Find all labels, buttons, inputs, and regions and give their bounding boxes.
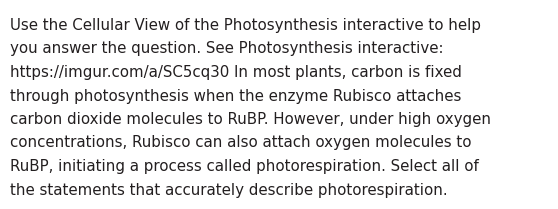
- Text: through photosynthesis when the enzyme Rubisco attaches: through photosynthesis when the enzyme R…: [10, 88, 461, 103]
- Text: RuBP, initiating a process called photorespiration. Select all of: RuBP, initiating a process called photor…: [10, 159, 479, 174]
- Text: you answer the question. See Photosynthesis interactive:: you answer the question. See Photosynthe…: [10, 42, 444, 56]
- Text: https://imgur.com/a/SC5cq30 In most plants, carbon is fixed: https://imgur.com/a/SC5cq30 In most plan…: [10, 65, 462, 80]
- Text: concentrations, Rubisco can also attach oxygen molecules to: concentrations, Rubisco can also attach …: [10, 135, 472, 150]
- Text: the statements that accurately describe photorespiration.: the statements that accurately describe …: [10, 182, 448, 198]
- Text: carbon dioxide molecules to RuBP. However, under high oxygen: carbon dioxide molecules to RuBP. Howeve…: [10, 112, 491, 127]
- Text: Use the Cellular View of the Photosynthesis interactive to help: Use the Cellular View of the Photosynthe…: [10, 18, 481, 33]
